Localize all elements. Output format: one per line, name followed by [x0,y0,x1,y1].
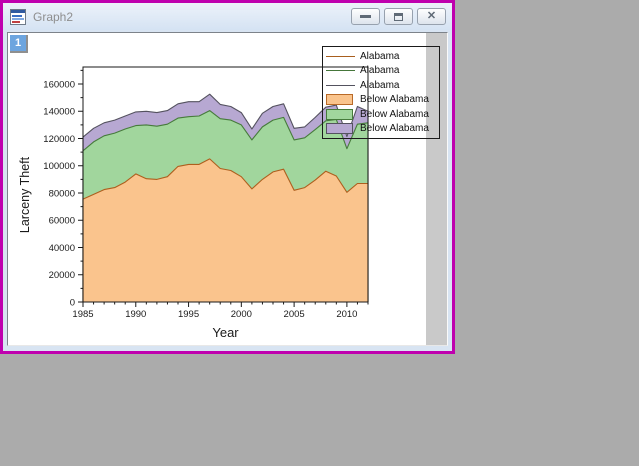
legend-entry-label: Alabama [360,50,400,62]
legend-box-swatch [326,94,360,106]
svg-text:20000: 20000 [49,270,75,281]
legend-entry[interactable]: Below Alabama [326,122,439,137]
svg-text:40000: 40000 [49,243,75,254]
icon-bar-red [12,20,20,23]
svg-text:100000: 100000 [43,161,75,172]
svg-text:1995: 1995 [178,309,199,320]
legend-box-swatch [326,123,360,135]
legend-entry[interactable]: Below Alabama [326,93,439,108]
svg-text:Year: Year [212,325,239,340]
layer-1-badge[interactable]: 1 [10,35,28,53]
graph-window: Graph2 ✕ 0 20000 40000 60000 80000 100000 1200… [0,0,455,354]
legend-entry[interactable]: Alabama [326,49,439,64]
window-title: Graph2 [33,9,74,24]
legend-line-swatch [326,70,360,72]
legend-line-swatch [326,55,360,57]
svg-text:2005: 2005 [284,309,305,320]
svg-text:1990: 1990 [125,309,146,320]
legend-line-swatch [326,84,360,86]
svg-text:2010: 2010 [336,309,357,320]
legend-entry-label: Alabama [360,65,400,77]
legend-entry-label: Below Alabama [360,123,429,135]
legend-entry[interactable]: Below Alabama [326,107,439,122]
graph-page: 0 20000 40000 60000 80000 100000 120000 140000 1… [8,33,440,348]
restore-icon [394,12,403,21]
restore-button[interactable] [384,8,413,25]
svg-text:Larceny Theft: Larceny Theft [18,156,32,233]
legend-box-swatch [326,108,360,120]
legend[interactable]: Alabama Alabama Alabama Below Alabama Below … [322,46,440,139]
graph-window-icon[interactable] [10,8,26,25]
svg-text:140000: 140000 [43,107,75,118]
svg-text:120000: 120000 [43,134,75,145]
minimize-icon [360,15,371,18]
svg-text:80000: 80000 [49,188,75,199]
legend-entry[interactable]: Alabama [326,64,439,79]
svg-text:160000: 160000 [43,79,75,90]
graph-client-area: 0 20000 40000 60000 80000 100000 120000 140000 1… [7,32,448,346]
icon-bar-lightblue [12,17,24,20]
close-button[interactable]: ✕ [417,8,446,25]
svg-text:0: 0 [70,297,75,308]
window-controls: ✕ [351,8,446,25]
legend-entry-label: Below Alabama [360,94,429,106]
window-titlebar[interactable]: Graph2 ✕ [3,3,452,30]
svg-text:2000: 2000 [231,309,252,320]
icon-titlebar-stripe [11,9,25,13]
chart-canvas[interactable]: 0 20000 40000 60000 80000 100000 120000 140000 1… [8,33,426,348]
icon-bar-blue [12,14,22,17]
svg-text:1985: 1985 [72,309,93,320]
minimize-button[interactable] [351,8,380,25]
legend-entry-label: Below Alabama [360,108,429,120]
close-icon: ✕ [426,10,437,22]
legend-entry[interactable]: Alabama [326,78,439,93]
legend-entry-label: Alabama [360,79,400,91]
svg-text:60000: 60000 [49,216,75,227]
